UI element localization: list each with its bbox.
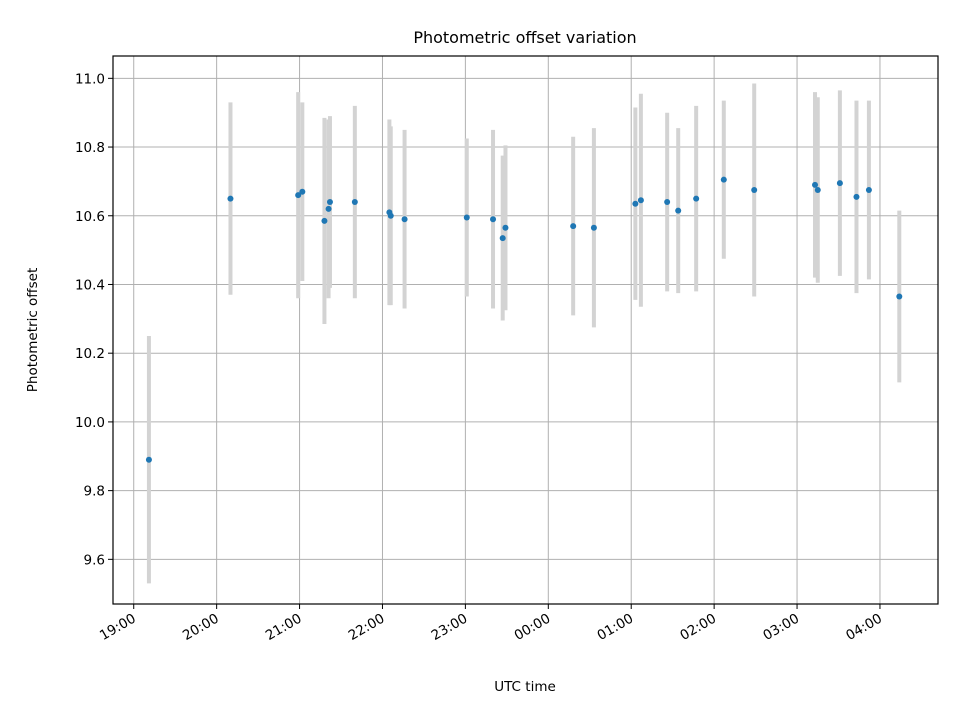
data-point	[463, 214, 470, 221]
y-axis-label: Photometric offset	[25, 268, 41, 392]
data-point	[814, 186, 821, 193]
x-tick-label: 22:00	[346, 611, 388, 644]
axes-frame	[112, 55, 939, 605]
data-point	[227, 195, 234, 202]
y-tick-label: 11.0	[75, 71, 105, 87]
y-tick-label: 10.4	[75, 277, 105, 293]
grid-layer	[113, 56, 938, 604]
data-point	[693, 195, 700, 202]
data-point	[351, 199, 358, 206]
data-point	[387, 212, 394, 219]
x-tick-label: 20:00	[180, 611, 222, 644]
data-point	[812, 181, 819, 188]
y-tick-label: 10.0	[75, 415, 105, 431]
data-point	[570, 223, 577, 230]
data-point	[865, 186, 872, 193]
x-axis-label: UTC time	[494, 679, 556, 695]
y-tick-label: 10.2	[75, 346, 105, 362]
data-point	[490, 216, 497, 223]
x-tick-label: 03:00	[760, 611, 802, 644]
data-point	[632, 200, 639, 207]
data-point	[401, 216, 408, 223]
data-point	[321, 217, 328, 224]
data-point	[325, 205, 332, 212]
data-point	[896, 293, 903, 300]
y-tick-label: 9.8	[84, 484, 105, 500]
x-tick-layer: 19:00 20:00 21:00 22:00 23:00 00:00 01:00 02:00…	[97, 604, 885, 644]
data-point	[326, 199, 333, 206]
data-point	[145, 456, 152, 463]
y-tick-label: 9.6	[84, 552, 105, 568]
data-point	[499, 235, 506, 242]
x-tick-label: 23:00	[429, 611, 471, 644]
data-point	[720, 176, 727, 183]
data-point	[664, 199, 671, 206]
x-tick-label: 01:00	[595, 611, 637, 644]
y-tick-label: 10.6	[75, 209, 105, 225]
x-tick-label: 02:00	[677, 611, 719, 644]
y-tick-label: 10.8	[75, 140, 105, 156]
x-tick-label: 19:00	[97, 611, 139, 644]
x-tick-label: 04:00	[843, 611, 885, 644]
y-tick-layer: 9.6 9.8 10.0 10.2 10.4 10.6 10.8 11.0	[75, 71, 113, 568]
data-point	[502, 224, 509, 231]
data-point	[637, 197, 644, 204]
data-point	[590, 224, 597, 231]
data-point	[836, 180, 843, 187]
chart-title: Photometric offset variation	[413, 28, 636, 47]
data-point	[675, 207, 682, 214]
data-point	[751, 186, 758, 193]
data-point	[295, 192, 302, 199]
data-point	[299, 188, 306, 195]
points-layer	[145, 176, 903, 463]
x-tick-label: 00:00	[512, 611, 554, 644]
x-tick-label: 21:00	[263, 611, 305, 644]
errorbar-layer	[146, 83, 902, 584]
data-point	[853, 193, 860, 200]
